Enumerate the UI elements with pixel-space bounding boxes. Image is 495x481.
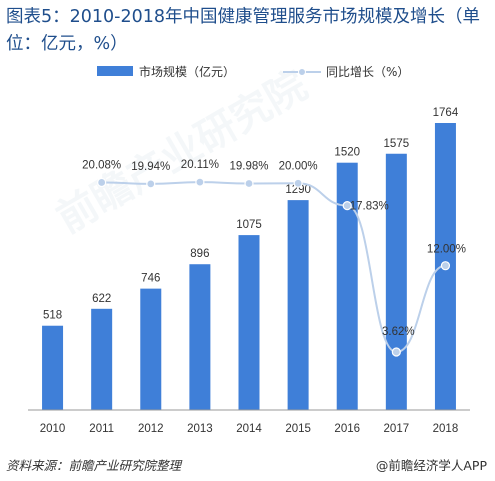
line-series: 20.08% 19.94% 20.11% 19.98% 20.00% 17.83% 3.62… <box>82 159 466 357</box>
legend: 市场规模（亿元） 同比增长（%） <box>97 64 409 79</box>
bar-2015 <box>287 200 309 410</box>
x-tick-2012: 2012 <box>138 423 164 435</box>
legend-swatch-bar <box>97 66 133 76</box>
bar-2012 <box>140 288 162 410</box>
bar-series: 518 622 746 896 1075 1290 1520 1575 1764 <box>42 107 459 410</box>
legend-label-bar: 市场规模（亿元） <box>139 64 235 79</box>
growth-point-2011 <box>97 177 107 188</box>
growth-point-2013 <box>195 177 205 187</box>
growth-label-2014: 19.98% <box>229 160 268 172</box>
bar-label-2013: 896 <box>190 248 209 260</box>
growth-point-2012 <box>146 179 156 189</box>
growth-label-2015: 20.00% <box>279 160 318 172</box>
x-tick-2017: 2017 <box>384 423 410 435</box>
bar-2010 <box>42 325 64 410</box>
bar-label-2015: 1290 <box>285 184 311 196</box>
bar-2014 <box>238 235 260 410</box>
growth-label-2018: 12.00% <box>427 244 466 256</box>
bar-label-2012: 746 <box>141 273 160 285</box>
bar-label-2016: 1520 <box>334 147 360 159</box>
growth-label-2012: 19.94% <box>131 161 170 173</box>
growth-point-2016 <box>342 201 352 211</box>
x-tick-2014: 2014 <box>236 423 262 435</box>
chart-title: 图表5：2010-2018年中国健康管理服务市场规模及增长（单位：亿元，%） <box>6 7 481 54</box>
x-axis: 2010 2011 2012 2013 2014 2015 2016 2017 2018 <box>28 409 470 435</box>
growth-point-2015 <box>293 178 303 188</box>
bar-2017 <box>385 153 407 410</box>
x-tick-2011: 2011 <box>89 423 114 435</box>
bar-label-2017: 1575 <box>384 138 410 150</box>
bar-label-2010: 518 <box>43 310 62 322</box>
legend-marker-line <box>298 68 306 76</box>
legend-label-line: 同比增长（%） <box>326 65 409 79</box>
x-tick-2010: 2010 <box>40 423 66 435</box>
x-tick-2018: 2018 <box>433 423 459 435</box>
growth-point-2014 <box>244 178 254 189</box>
growth-label-2017: 3.62% <box>382 326 415 338</box>
x-tick-2016: 2016 <box>334 423 360 435</box>
bar-2011 <box>91 308 113 410</box>
x-tick-2015: 2015 <box>285 423 311 435</box>
bar-2016 <box>336 162 358 410</box>
bar-label-2018: 1764 <box>433 107 459 119</box>
brand-label: @前瞻经济学人APP <box>375 458 487 473</box>
bar-2013 <box>189 264 211 410</box>
growth-point-2017 <box>391 347 401 357</box>
x-tick-2013: 2013 <box>187 423 213 435</box>
growth-label-2016: 17.83% <box>350 201 389 213</box>
growth-label-2013: 20.11% <box>181 159 219 171</box>
bar-label-2014: 1075 <box>236 219 262 231</box>
bar-label-2011: 622 <box>92 293 111 305</box>
growth-label-2011: 20.08% <box>82 159 121 171</box>
growth-point-2018 <box>440 261 451 271</box>
source-note: 资料来源：前瞻产业研究院整理 <box>6 458 182 473</box>
